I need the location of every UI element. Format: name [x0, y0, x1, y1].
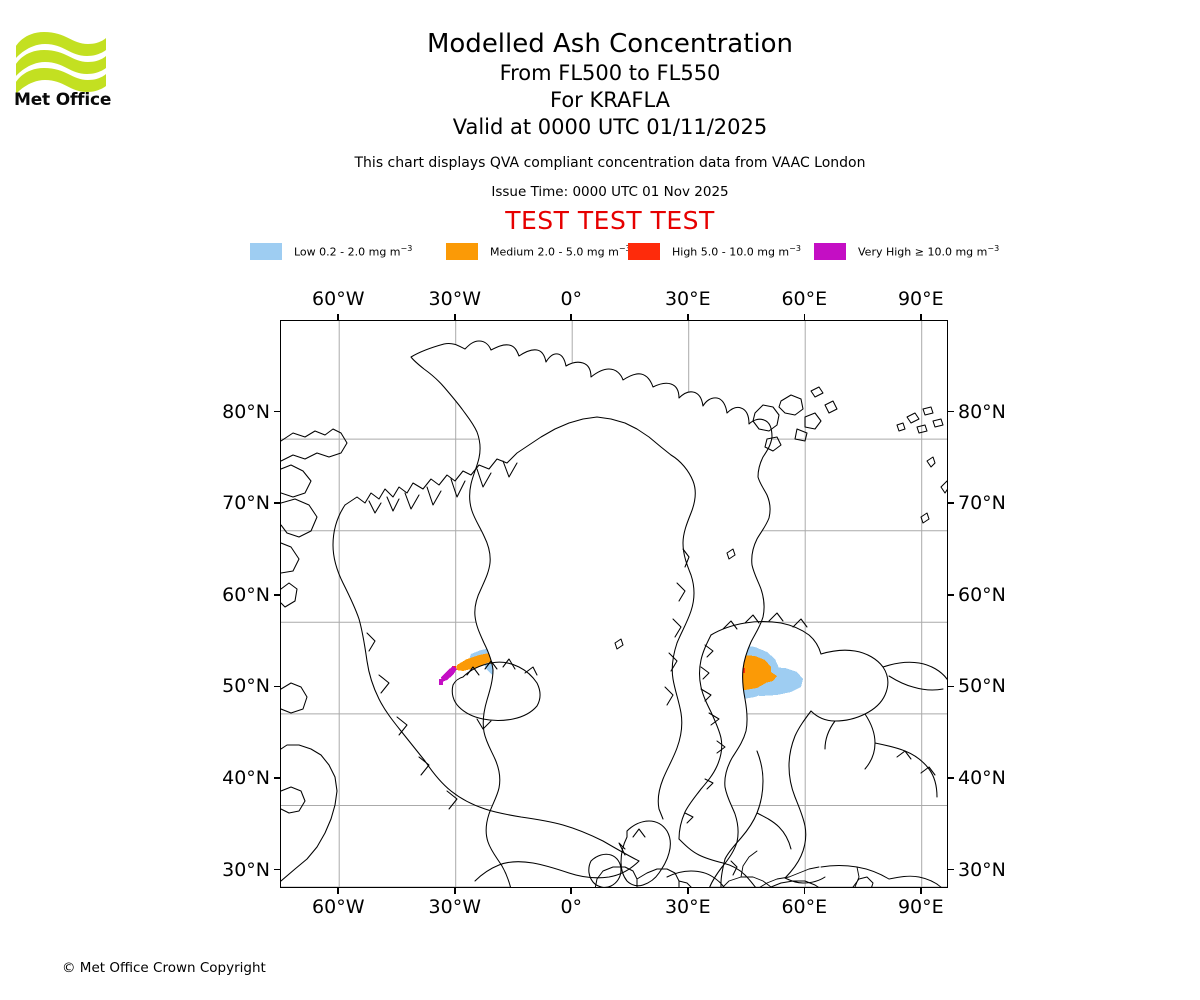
- x-tick-label-bottom: 30°W: [428, 896, 481, 918]
- x-tick-label-top: 60°W: [312, 288, 365, 310]
- x-tick-mark: [686, 314, 689, 320]
- legend-swatch-very-high: [814, 242, 846, 260]
- legend-label-low: Low 0.2 - 2.0 mg m−3: [294, 243, 413, 259]
- coastlines: [410, 340, 773, 887]
- map-frame: [280, 320, 948, 888]
- legend-item-high: High 5.0 - 10.0 mg m−3: [628, 241, 801, 261]
- valid-time: Valid at 0000 UTC 01/11/2025: [452, 115, 768, 139]
- x-tick-mark: [337, 314, 340, 320]
- y-tick-mark: [948, 777, 954, 779]
- x-tick-mark: [803, 314, 806, 320]
- y-tick-label-left: 70°N: [222, 492, 270, 515]
- coastline-paths: [281, 386, 947, 887]
- x-tick-mark: [453, 888, 456, 894]
- qva-note: This chart displays QVA compliant concen…: [354, 155, 866, 171]
- brand-name: Met Office: [14, 90, 112, 110]
- y-tick-label-left: 80°N: [222, 400, 270, 423]
- y-tick-mark: [948, 410, 954, 413]
- x-tick-mark: [803, 888, 806, 894]
- x-tick-label-top: 30°E: [664, 288, 711, 310]
- y-tick-mark: [274, 777, 280, 779]
- x-tick-label-bottom: 60°W: [312, 896, 365, 918]
- legend-swatch-high: [628, 242, 660, 260]
- y-tick-mark: [274, 502, 280, 505]
- y-tick-label-left: 40°N: [222, 767, 270, 790]
- concentration-legend: Low 0.2 - 2.0 mg m−3 Medium 2.0 - 5.0 mg …: [250, 241, 999, 261]
- legend-item-medium: Medium 2.0 - 5.0 mg m−3: [446, 241, 631, 261]
- x-tick-mark: [570, 314, 573, 320]
- x-tick-label-bottom: 0°: [560, 896, 583, 918]
- y-tick-label-right: 80°N: [958, 400, 1006, 423]
- x-tick-label-top: 30°W: [428, 288, 481, 310]
- x-tick-mark: [920, 314, 922, 320]
- y-tick-mark: [948, 594, 954, 596]
- legend-label-medium: Medium 2.0 - 5.0 mg m−3: [490, 243, 631, 259]
- y-tick-label-right: 50°N: [958, 675, 1006, 698]
- greenland-outline: [410, 340, 773, 887]
- plume-very-high-band: [439, 666, 457, 685]
- legend-label-very-high: Very High ≥ 10.0 mg m−3: [858, 243, 1000, 259]
- legend-swatch-low: [250, 242, 282, 260]
- y-tick-mark: [948, 685, 954, 688]
- flight-level-range: From FL500 to FL550: [499, 61, 721, 85]
- x-tick-label-bottom: 60°E: [781, 896, 828, 918]
- great-britain: [620, 820, 671, 887]
- legend-item-low: Low 0.2 - 2.0 mg m−3: [250, 241, 412, 261]
- y-tick-label-right: 40°N: [958, 767, 1006, 790]
- volcano-name: For KRAFLA: [550, 88, 670, 112]
- x-tick-mark: [337, 888, 340, 894]
- y-tick-mark: [274, 410, 280, 413]
- x-tick-mark: [920, 888, 922, 894]
- header-block: Modelled Ash Concentration From FL500 to…: [200, 28, 1020, 236]
- met-office-waves-logo: [14, 26, 124, 114]
- test-banner: TEST TEST TEST: [505, 206, 715, 235]
- x-tick-mark: [570, 888, 573, 894]
- map-panel: 60°W 60°W 30°W 30°W 0° 0° 30°E 30°E 60°E 60°E 90°E…: [222, 288, 1006, 918]
- page-title: Modelled Ash Concentration: [426, 29, 794, 59]
- y-tick-label-left: 30°N: [222, 858, 270, 881]
- x-tick-label-bottom: 90°E: [897, 896, 944, 918]
- legend-label-high: High 5.0 - 10.0 mg m−3: [672, 243, 801, 259]
- x-tick-label-bottom: 30°E: [664, 896, 711, 918]
- y-tick-label-right: 30°N: [958, 858, 1006, 881]
- europe-detail: [594, 866, 874, 887]
- y-tick-label-left: 50°N: [222, 675, 270, 698]
- x-tick-label-top: 90°E: [897, 288, 944, 310]
- issue-time: Issue Time: 0000 UTC 01 Nov 2025: [491, 184, 729, 200]
- map-canvas: [281, 321, 947, 887]
- norway-coast: [678, 634, 723, 840]
- legend-item-very-high: Very High ≥ 10.0 mg m−3: [814, 241, 999, 261]
- y-tick-mark: [948, 502, 954, 505]
- y-tick-label-right: 70°N: [958, 492, 1006, 515]
- ireland: [588, 853, 622, 887]
- x-tick-label-top: 60°E: [781, 288, 828, 310]
- y-tick-mark: [274, 685, 280, 688]
- copyright-text: © Met Office Crown Copyright: [62, 960, 266, 976]
- x-tick-mark: [453, 314, 456, 320]
- x-tick-mark: [686, 888, 689, 894]
- legend-swatch-medium: [446, 242, 478, 260]
- y-tick-mark: [274, 868, 280, 871]
- y-tick-label-right: 60°N: [958, 583, 1006, 606]
- y-tick-mark: [274, 594, 280, 596]
- y-tick-label-left: 60°N: [222, 583, 270, 606]
- x-tick-label-top: 0°: [560, 288, 583, 310]
- y-tick-mark: [948, 868, 954, 871]
